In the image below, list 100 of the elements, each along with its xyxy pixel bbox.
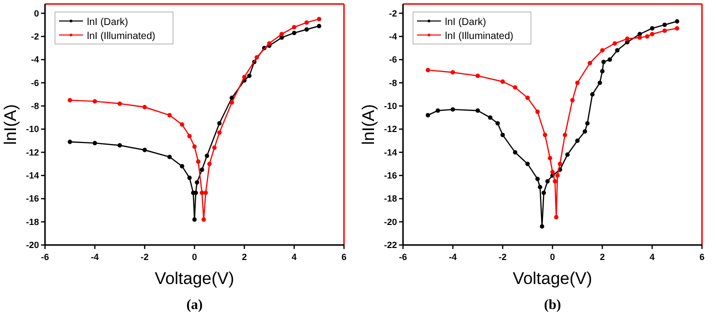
point: [625, 36, 630, 41]
point: [202, 217, 206, 222]
x-tick-label: -4: [90, 252, 99, 262]
point: [118, 101, 122, 106]
y-tick-label: -18: [384, 194, 397, 204]
point: [142, 104, 147, 110]
y-tick-label: -6: [30, 78, 39, 88]
point: [575, 138, 580, 143]
point: [608, 57, 612, 62]
point: [650, 32, 654, 36]
point: [192, 144, 197, 149]
x-tick-label: 4: [650, 252, 655, 262]
y-tick-label: -4: [30, 54, 39, 65]
point: [582, 129, 588, 134]
point: [542, 190, 546, 196]
point: [68, 140, 72, 144]
point: [644, 34, 650, 39]
x-tick-label: 6: [699, 252, 705, 262]
point: [204, 154, 210, 158]
y-tick-label: -22: [384, 240, 397, 250]
point: [217, 130, 222, 135]
y-tick-label: -2: [388, 8, 397, 18]
point: [167, 113, 172, 118]
y-tick-label: -8: [388, 78, 397, 88]
point: [674, 19, 680, 24]
point: [488, 115, 492, 120]
point: [558, 162, 562, 166]
point: [92, 99, 98, 104]
point: [674, 26, 680, 31]
x-tick-label: -6: [40, 252, 50, 262]
point: [187, 134, 192, 138]
point: [242, 74, 247, 80]
point: [538, 184, 542, 190]
point: [280, 32, 284, 36]
point: [426, 68, 430, 72]
point: [662, 22, 667, 28]
point: [615, 48, 620, 53]
point: [598, 80, 602, 85]
x-tick-label: 6: [341, 252, 347, 262]
point: [625, 40, 630, 44]
point: [570, 98, 575, 102]
x-tick-label: 2: [242, 252, 247, 262]
point: [247, 74, 252, 78]
point: [187, 176, 192, 180]
point: [194, 180, 200, 185]
x-axis-title: Voltage(V): [154, 269, 234, 288]
x-tick-label: 0: [192, 252, 198, 262]
point: [535, 176, 540, 182]
point: [142, 148, 147, 152]
point: [68, 98, 72, 102]
point: [204, 190, 208, 196]
point: [500, 79, 505, 84]
x-tick-label: 2: [600, 252, 605, 262]
point: [304, 20, 309, 25]
point: [535, 110, 540, 114]
y-tick-label: -18: [26, 216, 39, 227]
point: [292, 24, 296, 30]
point: [192, 217, 197, 222]
point: [600, 69, 605, 74]
point: [565, 152, 570, 157]
point: [500, 132, 505, 138]
y-tick-label: -6: [388, 54, 397, 65]
point: [585, 121, 590, 126]
point: [588, 60, 592, 66]
point: [555, 173, 560, 178]
point: [316, 16, 322, 22]
text: (a): [186, 298, 203, 313]
point: [512, 150, 518, 155]
x-tick-label: -2: [498, 252, 507, 262]
point: [638, 35, 642, 40]
y-axis-title: lnI(A): [359, 104, 378, 145]
y-tick-label: -10: [26, 124, 39, 134]
point: [167, 154, 172, 160]
y-tick-label: 0: [34, 8, 39, 18]
text: (b): [544, 298, 562, 313]
point: [552, 179, 558, 184]
x-tick-label: 4: [292, 252, 297, 262]
legend-label: lnI (Illuminated): [445, 31, 514, 42]
point: [495, 121, 500, 126]
point: [217, 121, 222, 126]
point: [230, 100, 234, 105]
y-tick-label: -16: [26, 194, 39, 204]
point: [650, 26, 654, 31]
point: [512, 85, 518, 90]
y-tick-label: -12: [384, 124, 397, 134]
point: [212, 145, 217, 150]
point: [450, 70, 456, 75]
point: [436, 108, 440, 113]
point: [542, 132, 548, 138]
point: [254, 55, 259, 60]
y-tick-label: -12: [26, 147, 39, 158]
point: [267, 41, 272, 46]
x-tick-label: -2: [140, 252, 149, 262]
point: [525, 162, 530, 166]
point: [476, 74, 480, 78]
point: [548, 156, 552, 160]
legend-label: lnI (Dark): [445, 17, 486, 28]
x-tick-label: -6: [398, 252, 408, 262]
point: [450, 107, 456, 112]
y-tick-label: -16: [384, 170, 397, 180]
